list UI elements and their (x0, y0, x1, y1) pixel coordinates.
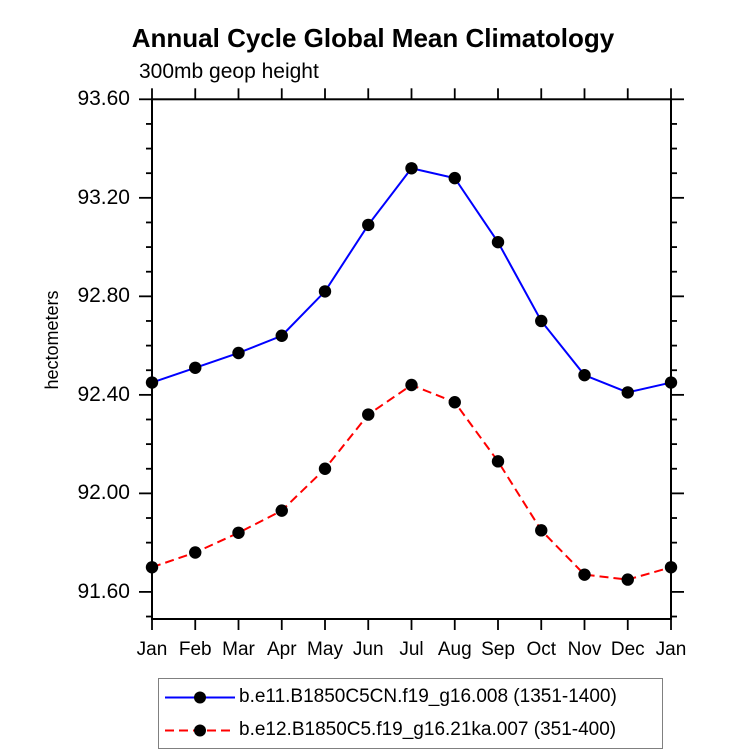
y-tick-label: 93.20 (77, 185, 130, 209)
data-point (232, 526, 245, 539)
data-point (318, 462, 332, 475)
x-tick-label: Oct (526, 639, 557, 660)
data-point (189, 546, 202, 559)
legend-line-sample (165, 724, 235, 736)
data-point (664, 376, 678, 389)
x-tick-label: May (307, 639, 343, 660)
legend-box: b.e11.B1850C5CN.f19_g16.008 (1351-1400) … (158, 678, 663, 749)
x-tick-label: Feb (178, 639, 212, 660)
data-point (232, 346, 245, 360)
chart-subtitle: 300mb geop height (139, 60, 319, 83)
data-point (664, 561, 678, 574)
data-point (362, 218, 375, 232)
data-point (189, 361, 202, 374)
x-tick-label: Dec (610, 639, 645, 660)
data-point (491, 455, 505, 468)
data-point (535, 314, 548, 328)
x-tick-label: Jul (399, 639, 424, 660)
x-tick-label: Aug (437, 639, 472, 660)
legend-entry: b.e12.B1850C5.f19_g16.21ka.007 (351-400) (163, 714, 662, 747)
y-tick-label: 91.60 (77, 579, 130, 603)
x-tick-label: Jun (352, 639, 384, 660)
data-point (578, 368, 591, 382)
data-point (145, 561, 159, 574)
data-point (362, 408, 375, 421)
legend-line-sample (165, 691, 235, 703)
x-tick-label: Jan (136, 639, 168, 660)
data-point (535, 524, 548, 537)
data-point (448, 396, 461, 409)
series-line-1 (151, 383, 672, 581)
data-point (578, 568, 591, 581)
data-point (448, 171, 461, 185)
legend-label: b.e12.B1850C5.f19_g16.21ka.007 (351-400) (239, 719, 617, 740)
data-point (318, 285, 332, 298)
data-point (621, 573, 634, 586)
legend-marker-dot-icon (194, 691, 206, 703)
y-tick-label: 92.80 (77, 284, 130, 308)
legend-label: b.e11.B1850C5CN.f19_g16.008 (1351-1400) (239, 686, 617, 707)
y-tick-label: 93.60 (77, 87, 130, 111)
x-tick-label: Jan (655, 639, 687, 660)
x-tick-label: Mar (222, 639, 255, 660)
data-point (405, 378, 418, 392)
axis-frame (151, 98, 672, 621)
y-tick-label: 92.40 (77, 382, 130, 406)
data-point (275, 504, 288, 517)
chart-title: Annual Cycle Global Mean Climatology (131, 23, 615, 53)
x-tick-label: Sep (481, 639, 515, 660)
x-tick-label: Nov (567, 639, 602, 660)
data-point (491, 235, 505, 249)
legend-entry: b.e11.B1850C5CN.f19_g16.008 (1351-1400) (163, 681, 662, 714)
series-line-0 (151, 167, 672, 394)
x-tick-label: Apr (266, 639, 297, 660)
data-point (405, 162, 418, 175)
data-point (275, 329, 288, 342)
y-tick-label: 92.00 (77, 481, 130, 505)
data-point (145, 376, 159, 389)
legend-marker-dot-icon (194, 724, 206, 736)
data-point (621, 386, 634, 399)
